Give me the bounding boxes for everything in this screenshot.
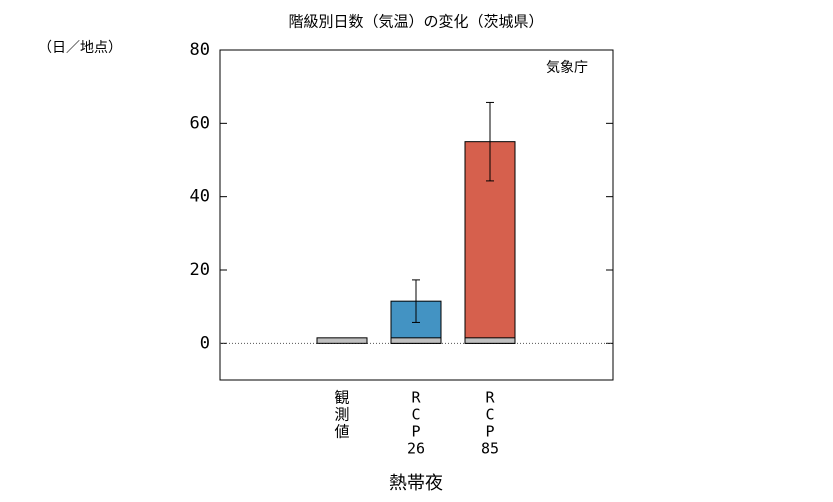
x-axis-label: 熱帯夜 xyxy=(389,473,443,494)
bar xyxy=(316,337,368,344)
y-tick-label: 20 xyxy=(190,260,210,280)
x-tick-label: 85 xyxy=(481,440,499,458)
x-tick-label: R xyxy=(485,389,495,407)
y-tick-label: 40 xyxy=(190,187,210,207)
y-tick-label: 60 xyxy=(190,113,210,133)
y-tick-label: 0 xyxy=(200,333,210,353)
observed-overlay xyxy=(390,337,442,344)
y-unit: （日／地点） xyxy=(38,40,122,56)
x-tick-label: 測 xyxy=(334,406,349,424)
x-tick-label: 観 xyxy=(334,389,349,407)
source: 気象庁 xyxy=(546,60,588,76)
error-bar xyxy=(412,279,420,323)
x-tick-label: P xyxy=(485,423,494,441)
observed-overlay xyxy=(464,337,516,344)
x-tick-label: C xyxy=(485,406,494,424)
x-tick-label: 26 xyxy=(407,440,425,458)
x-tick-label: P xyxy=(411,423,420,441)
chart-title: 階級別日数（気温）の変化（茨城県） xyxy=(288,13,543,31)
plot-frame xyxy=(219,49,614,381)
x-tick-label: 値 xyxy=(334,423,349,441)
error-bar xyxy=(486,101,494,182)
x-tick-label: C xyxy=(411,406,420,424)
y-tick-label: 80 xyxy=(190,40,210,60)
x-tick-label: R xyxy=(411,389,421,407)
